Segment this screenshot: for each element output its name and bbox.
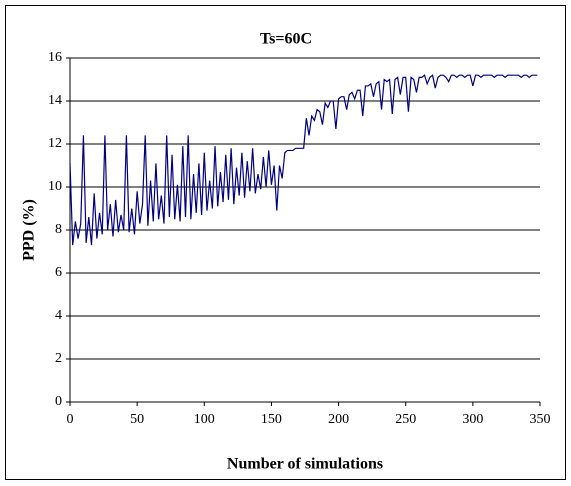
y-tick-label: 8 — [55, 222, 62, 237]
y-axis-label: PPD (%) — [21, 199, 38, 261]
y-tick-label: 6 — [55, 265, 62, 280]
x-tick-label: 100 — [194, 412, 215, 427]
x-axis-label: Number of simulations — [227, 456, 383, 473]
chart-title: Ts=60C — [260, 31, 312, 48]
y-tick-label: 2 — [55, 351, 62, 366]
y-tick-label: 10 — [48, 179, 62, 194]
y-tick-label: 0 — [55, 394, 62, 409]
x-tick-label: 350 — [530, 412, 551, 427]
x-tick-label: 0 — [67, 412, 74, 427]
x-tick-label: 50 — [130, 412, 144, 427]
x-tick-label: 200 — [328, 412, 349, 427]
y-tick-label: 14 — [48, 93, 62, 108]
x-tick-label: 250 — [395, 412, 416, 427]
data-line — [69, 74, 538, 246]
x-tick-label: 150 — [261, 412, 282, 427]
x-tick-label: 300 — [462, 412, 483, 427]
y-tick-label: 4 — [55, 308, 62, 323]
y-tick-label: 12 — [48, 136, 62, 151]
y-tick-label: 16 — [48, 50, 62, 65]
